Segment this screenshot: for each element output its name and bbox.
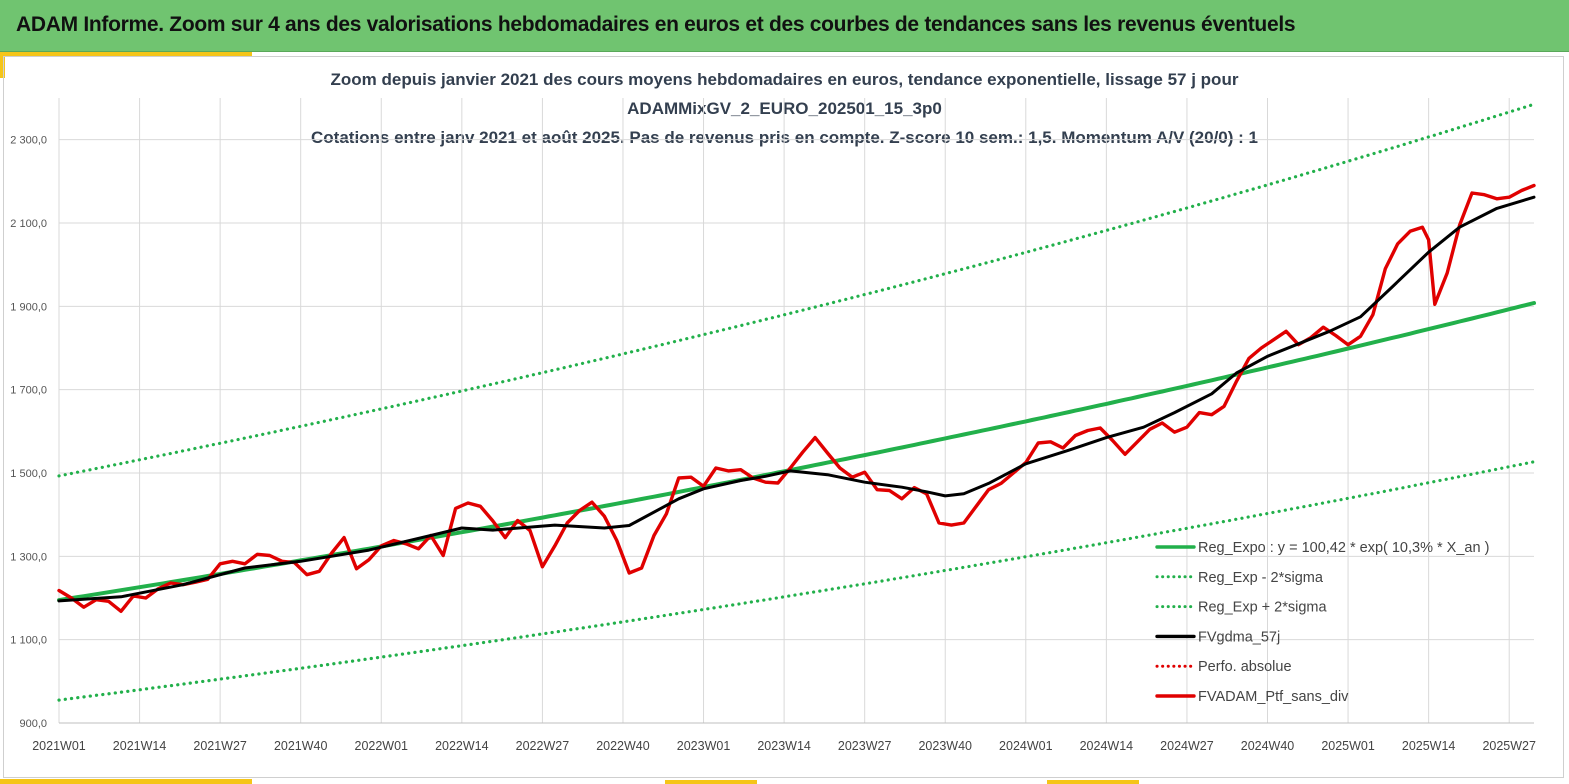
- x-tick-label: 2023W27: [838, 739, 892, 753]
- y-tick-label: 2 100,0: [10, 218, 47, 230]
- accent-bar-left: [0, 52, 5, 78]
- y-tick-label: 1 900,0: [10, 301, 47, 313]
- y-tick-label: 2 300,0: [10, 135, 47, 147]
- accent-bar-bottom-right: [1047, 780, 1139, 784]
- x-tick-label: 2021W40: [274, 739, 328, 753]
- y-axis-tick-labels: 900,0 1 100,0 1 300,0 1 500,0 1 700,0 1 900,0…: [10, 135, 47, 730]
- x-tick-label: 2025W01: [1321, 739, 1375, 753]
- series-reg-exp-2-sigma: [57, 460, 1536, 702]
- legend-label: Reg_Exp - 2*sigma: [1198, 570, 1324, 586]
- x-tick-label: 2024W14: [1080, 739, 1134, 753]
- grid-lines: [58, 98, 1534, 724]
- y-tick-label: 1 300,0: [10, 551, 47, 563]
- y-tick-label: 900,0: [19, 718, 47, 730]
- legend-label: Perfo. absolue: [1198, 659, 1292, 675]
- accent-bar-top: [0, 52, 252, 57]
- legend-label: FVADAM_Ptf_sans_div: [1198, 689, 1349, 705]
- header-banner: ADAM Informe. Zoom sur 4 ans des valoris…: [0, 0, 1569, 52]
- legend-label: Reg_Exp + 2*sigma: [1198, 600, 1327, 616]
- x-tick-label: 2022W27: [516, 739, 570, 753]
- x-axis-tick-labels: 2021W01 2021W14 2021W27 2021W40 2022W01 2022W…: [32, 739, 1536, 753]
- x-tick-label: 2022W14: [435, 739, 489, 753]
- x-tick-label: 2023W40: [918, 739, 972, 753]
- x-tick-label: 2021W01: [32, 739, 86, 753]
- series-reg-exp-2-sigma: [57, 102, 1536, 478]
- x-tick-label: 2021W14: [113, 739, 167, 753]
- x-tick-label: 2025W14: [1402, 739, 1456, 753]
- y-tick-label: 1 700,0: [10, 385, 47, 397]
- series-fvgdma-57j: [57, 195, 1536, 603]
- page-title: ADAM Informe. Zoom sur 4 ans des valoris…: [16, 13, 1296, 36]
- legend-label: Reg_Expo : y = 100,42 * exp( 10,3% * X_a…: [1198, 540, 1489, 556]
- x-tick-label: 2021W27: [193, 739, 247, 753]
- x-tick-label: 2023W14: [757, 739, 811, 753]
- x-tick-label: 2025W27: [1482, 739, 1536, 753]
- x-tick-label: 2024W01: [999, 739, 1053, 753]
- x-tick-label: 2022W40: [596, 739, 650, 753]
- y-tick-label: 1 500,0: [10, 468, 47, 480]
- chart-series: [57, 102, 1536, 702]
- x-tick-label: 2023W01: [677, 739, 731, 753]
- x-tick-label: 2024W40: [1241, 739, 1295, 753]
- legend-label: FVgdma_57j: [1198, 629, 1280, 645]
- chart-frame: [3, 56, 1564, 778]
- x-tick-label: 2024W27: [1160, 739, 1214, 753]
- accent-bar-bottom-middle: [665, 780, 757, 784]
- chart-title-line-1: Zoom depuis janvier 2021 des cours moyen…: [330, 70, 1239, 89]
- chart-legend: Reg_Expo : y = 100,42 * exp( 10,3% * X_a…: [1155, 540, 1489, 705]
- y-tick-label: 1 100,0: [10, 635, 47, 647]
- x-tick-label: 2022W01: [355, 739, 409, 753]
- accent-bar-bottom: [0, 779, 252, 784]
